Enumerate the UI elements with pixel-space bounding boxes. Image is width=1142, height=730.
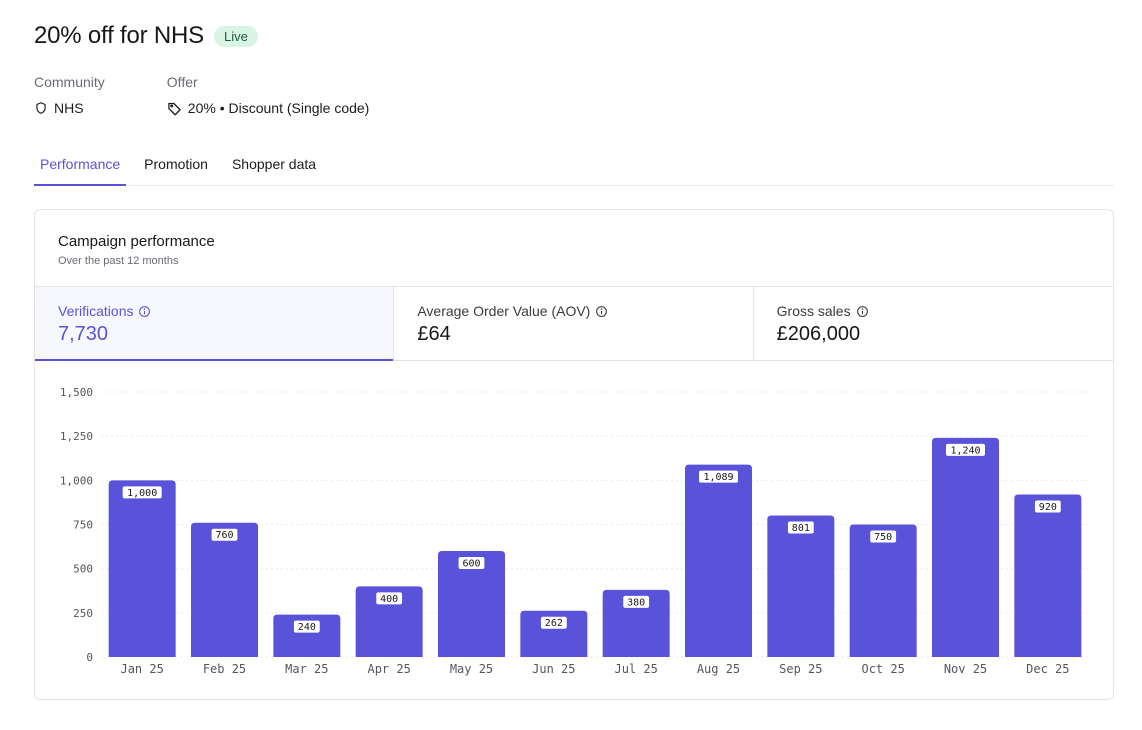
metric-label: Average Order Value (AOV) bbox=[417, 303, 591, 319]
tab-shopper-data[interactable]: Shopper data bbox=[231, 156, 317, 172]
card-header: Campaign performance Over the past 12 mo… bbox=[35, 210, 1113, 287]
data-label-bg bbox=[293, 620, 320, 633]
data-label: 240 bbox=[298, 622, 316, 633]
bar bbox=[767, 515, 835, 657]
bar bbox=[520, 610, 588, 657]
info-icon[interactable] bbox=[856, 305, 869, 318]
metric-value: £64 bbox=[417, 323, 451, 345]
metric-gross-sales[interactable]: Gross sales £206,000 bbox=[754, 287, 1113, 360]
metric-label: Gross sales bbox=[776, 303, 851, 319]
data-label: 920 bbox=[1039, 502, 1057, 513]
data-label-bg bbox=[1034, 500, 1061, 513]
x-tick-label: Dec 25 bbox=[1026, 662, 1069, 676]
y-tick-label: 750 bbox=[73, 519, 93, 532]
tag-icon bbox=[168, 102, 181, 115]
y-tick-label: 0 bbox=[86, 651, 93, 664]
data-label-bg bbox=[623, 595, 650, 608]
community-value-row: NHS bbox=[34, 100, 105, 116]
y-tick-label: 500 bbox=[73, 563, 93, 576]
x-tick-label: Mar 25 bbox=[285, 662, 328, 676]
y-tick-label: 1,250 bbox=[60, 430, 93, 443]
shield-icon bbox=[36, 102, 46, 114]
bar bbox=[438, 551, 505, 657]
x-tick-label: Nov 25 bbox=[944, 662, 987, 676]
bar bbox=[108, 480, 176, 657]
x-tick-label: Jun 25 bbox=[532, 662, 575, 676]
x-tick-label: Aug 25 bbox=[697, 662, 740, 676]
metrics-row: Verifications 7,730 Average Order Value … bbox=[35, 287, 1113, 361]
data-label-bg bbox=[211, 528, 238, 541]
bar bbox=[932, 437, 999, 657]
data-label-bg bbox=[946, 443, 985, 456]
bar bbox=[1014, 494, 1082, 657]
data-label: 380 bbox=[627, 597, 645, 608]
x-tick-label: Oct 25 bbox=[861, 662, 904, 676]
y-tick-label: 1,500 bbox=[60, 386, 93, 399]
bar-chart: 0 250 500 750 1,000 1,250 1,500 1,000 Jan 25 760 F… bbox=[60, 386, 1089, 676]
info-icon[interactable] bbox=[138, 305, 151, 318]
data-label-bg bbox=[376, 592, 403, 605]
verifications-chart: 0 250 500 750 1,000 1,250 1,500 1,000 Jan 25 760 F… bbox=[35, 361, 1113, 699]
data-label: 1,240 bbox=[950, 445, 980, 456]
data-label: 1,000 bbox=[127, 488, 157, 499]
bar bbox=[191, 522, 258, 657]
tab-performance[interactable]: Performance bbox=[34, 150, 127, 186]
bar bbox=[602, 589, 670, 657]
data-label-bg bbox=[540, 616, 567, 629]
card-title: Campaign performance bbox=[58, 233, 215, 250]
tab-promotion[interactable]: Promotion bbox=[144, 156, 208, 172]
data-label-bg bbox=[122, 486, 162, 499]
y-tick-label: 250 bbox=[73, 607, 93, 620]
data-label-bg bbox=[458, 557, 485, 569]
offer-section: Offer 20% • Discount (Single code) bbox=[167, 74, 370, 116]
data-label: 750 bbox=[874, 532, 892, 543]
info-icon[interactable] bbox=[595, 305, 608, 318]
community-section: Community NHS bbox=[34, 74, 105, 116]
metric-value: £206,000 bbox=[776, 323, 861, 345]
x-tick-label: Jul 25 bbox=[614, 662, 657, 676]
metric-label: Verifications bbox=[58, 303, 134, 319]
data-label: 262 bbox=[545, 618, 563, 629]
data-label: 400 bbox=[380, 594, 398, 605]
metric-aov[interactable]: Average Order Value (AOV) £64 bbox=[394, 287, 754, 360]
page-title: 20% off for NHS bbox=[34, 22, 204, 49]
status-badge: Live bbox=[213, 25, 258, 47]
bar bbox=[273, 614, 341, 657]
community-value: NHS bbox=[54, 100, 84, 116]
data-label: 1,089 bbox=[703, 472, 733, 483]
tab-bar: Performance Promotion Shopper data bbox=[34, 150, 1114, 186]
metric-label-row: Average Order Value (AOV) bbox=[417, 303, 752, 319]
bar bbox=[685, 464, 752, 657]
metric-verifications[interactable]: Verifications 7,730 bbox=[35, 287, 395, 361]
metric-value: 7,730 bbox=[58, 323, 109, 345]
data-label: 600 bbox=[462, 559, 480, 570]
campaign-performance-card: Campaign performance Over the past 12 mo… bbox=[34, 209, 1114, 700]
data-label-bg bbox=[870, 530, 897, 543]
x-tick-label: Sep 25 bbox=[779, 662, 822, 676]
x-tick-label: Apr 25 bbox=[367, 662, 410, 676]
card-subtitle: Over the past 12 months bbox=[58, 255, 179, 267]
data-label-bg bbox=[699, 470, 738, 483]
data-label-bg bbox=[787, 521, 814, 534]
metric-label-row: Gross sales bbox=[777, 303, 1113, 319]
data-label: 801 bbox=[792, 523, 810, 534]
metric-label-row: Verifications bbox=[58, 303, 393, 319]
y-tick-label: 1,000 bbox=[60, 474, 93, 487]
data-label: 760 bbox=[215, 530, 233, 541]
page-header: 20% off for NHS Live bbox=[34, 22, 258, 50]
offer-label: Offer bbox=[166, 74, 198, 90]
bar bbox=[355, 586, 423, 657]
offer-value-row: 20% • Discount (Single code) bbox=[167, 100, 370, 116]
offer-value: 20% • Discount (Single code) bbox=[187, 100, 370, 116]
campaign-meta: Community NHS Offer 20% • Discount (Sing… bbox=[34, 74, 431, 116]
x-tick-label: May 25 bbox=[450, 662, 493, 676]
x-tick-label: Jan 25 bbox=[120, 662, 163, 676]
x-tick-label: Feb 25 bbox=[203, 662, 246, 676]
community-label: Community bbox=[34, 74, 105, 90]
bar bbox=[849, 524, 917, 657]
